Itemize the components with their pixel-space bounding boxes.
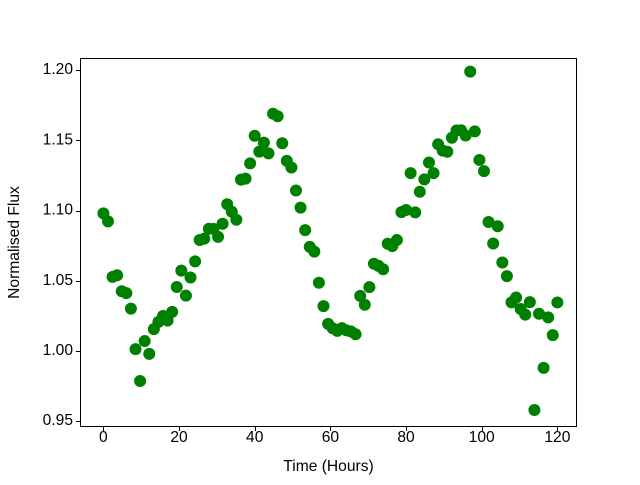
svg-text:40: 40 [246, 429, 264, 446]
svg-text:0: 0 [99, 429, 108, 446]
svg-text:100: 100 [469, 429, 495, 446]
svg-text:Time (Hours): Time (Hours) [283, 458, 373, 475]
svg-text:60: 60 [322, 429, 340, 446]
svg-text:0.95: 0.95 [43, 412, 74, 429]
svg-text:1.10: 1.10 [43, 202, 74, 219]
svg-text:Normalised Flux: Normalised Flux [6, 186, 23, 299]
svg-text:1.05: 1.05 [43, 272, 74, 289]
svg-text:1.20: 1.20 [43, 61, 74, 78]
svg-text:80: 80 [397, 429, 415, 446]
svg-text:20: 20 [170, 429, 188, 446]
svg-text:1.15: 1.15 [43, 131, 74, 148]
svg-text:1.00: 1.00 [43, 342, 74, 359]
svg-text:120: 120 [544, 429, 570, 446]
